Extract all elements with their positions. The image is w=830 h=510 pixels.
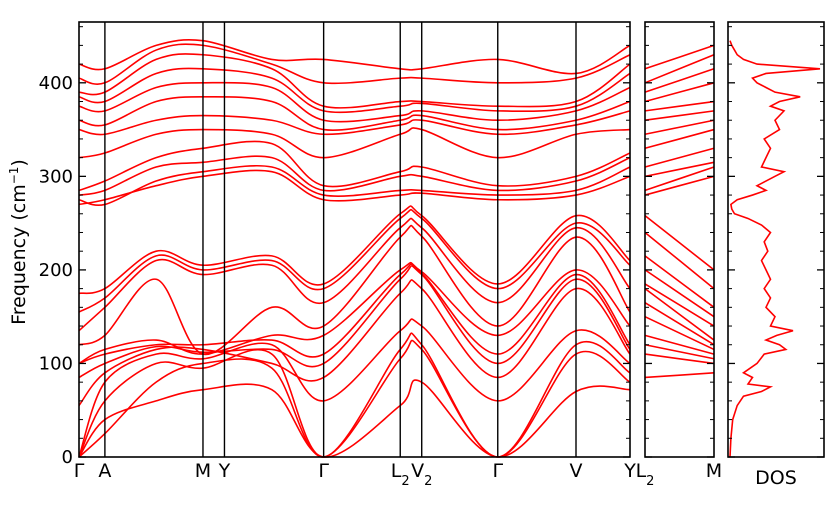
segment-band-line (644, 175, 715, 196)
kpoint-label: M (706, 460, 722, 482)
band-band-line (78, 43, 631, 85)
segment-band-line (644, 315, 715, 351)
y-tick-label: 300 (39, 166, 73, 187)
segment-band-line (644, 334, 715, 355)
y-axis-label-text: Frequency (cm (8, 184, 30, 325)
segment-band-line (644, 119, 715, 136)
band-band-line (78, 155, 631, 196)
kpoint-label: Y (623, 460, 636, 482)
segment-band-line (644, 128, 715, 150)
band-band-line (78, 379, 631, 458)
band-band-line (78, 38, 631, 75)
band-band-line (78, 81, 631, 123)
band-band-line (78, 127, 631, 159)
band-panel-frame (78, 21, 631, 458)
segment-band-line (644, 215, 715, 271)
band-band-line (78, 265, 631, 379)
segment-band-line (644, 255, 715, 308)
y-tick-label: 400 (39, 73, 73, 94)
dos-curve (729, 40, 821, 458)
segment-band-line (644, 269, 715, 318)
segment-band-line (644, 82, 715, 103)
segment-band-line (644, 283, 715, 327)
dos-panel-frame (727, 21, 825, 458)
segment-band-line (644, 53, 715, 84)
band-band-line (78, 279, 631, 407)
band-band-line (78, 96, 631, 131)
kpoint-label: A (98, 460, 111, 482)
dos-panel (727, 21, 825, 458)
y-tick-label: 0 (62, 447, 73, 468)
band-segment-panel: L2 M (636, 21, 722, 489)
kpoint-label: V2 (411, 460, 432, 489)
segment-band-line (644, 372, 715, 379)
y-axis-label: Frequency (cm−1) (7, 159, 30, 325)
segment-band-line (644, 166, 715, 192)
band-band-line (78, 332, 631, 458)
segment-band-line (644, 44, 715, 70)
kpoint-label: V (570, 460, 583, 482)
band-band-line (78, 208, 631, 313)
y-tick-label: 200 (39, 260, 73, 281)
kpoint-label: Y (218, 460, 231, 482)
segment-band-line (644, 353, 715, 365)
kpoint-label: L2 (391, 460, 410, 489)
kpoint-label: L2 (636, 460, 655, 489)
segment-band-line (644, 343, 715, 360)
segment-band-line (644, 301, 715, 346)
segment-band-line (644, 100, 715, 112)
band-band-line (78, 205, 631, 295)
segment-band-line (644, 147, 715, 168)
segment-band-line (644, 110, 715, 122)
band-band-line (78, 224, 631, 355)
band-band-line (78, 263, 631, 365)
y-tick-label: 100 (39, 353, 73, 374)
kpoint-label: Γ (318, 460, 329, 482)
band-band-line (78, 217, 631, 332)
segment-panel-frame (644, 21, 715, 458)
y-axis-title: Frequency (cm−1) (7, 159, 30, 325)
y-axis-label-close-paren: ) (8, 159, 30, 166)
segment-band-line (644, 287, 715, 341)
band-band-line (78, 110, 631, 136)
segment-band-line (644, 68, 715, 93)
segment-band-line (644, 231, 715, 290)
segment-band-line (644, 161, 715, 178)
kpoint-label: Γ (74, 460, 85, 482)
kpoint-label: M (195, 460, 211, 482)
y-axis-label-unit-exponent: −1 (7, 167, 21, 185)
dos-label: DOS (755, 467, 797, 489)
kpoint-label: Γ (492, 460, 503, 482)
band-band-line (78, 261, 631, 365)
band-band-line (78, 318, 631, 458)
